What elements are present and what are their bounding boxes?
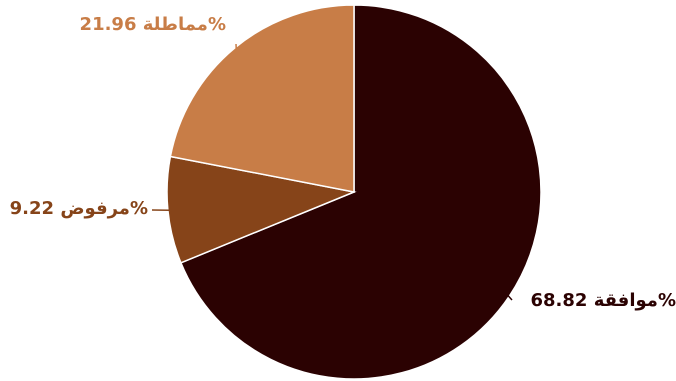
pie-slices: [166, 4, 542, 380]
slice-delayed: [169, 4, 355, 193]
leader-line-0: [507, 294, 513, 301]
slice-label-delayed: مماطلة 21.96%: [80, 14, 226, 35]
slice-label-approved: موافقة 68.82%: [530, 290, 676, 311]
leader-lines: [151, 43, 513, 301]
slice-label-rejected: مرفوض 9.22%: [10, 198, 148, 219]
